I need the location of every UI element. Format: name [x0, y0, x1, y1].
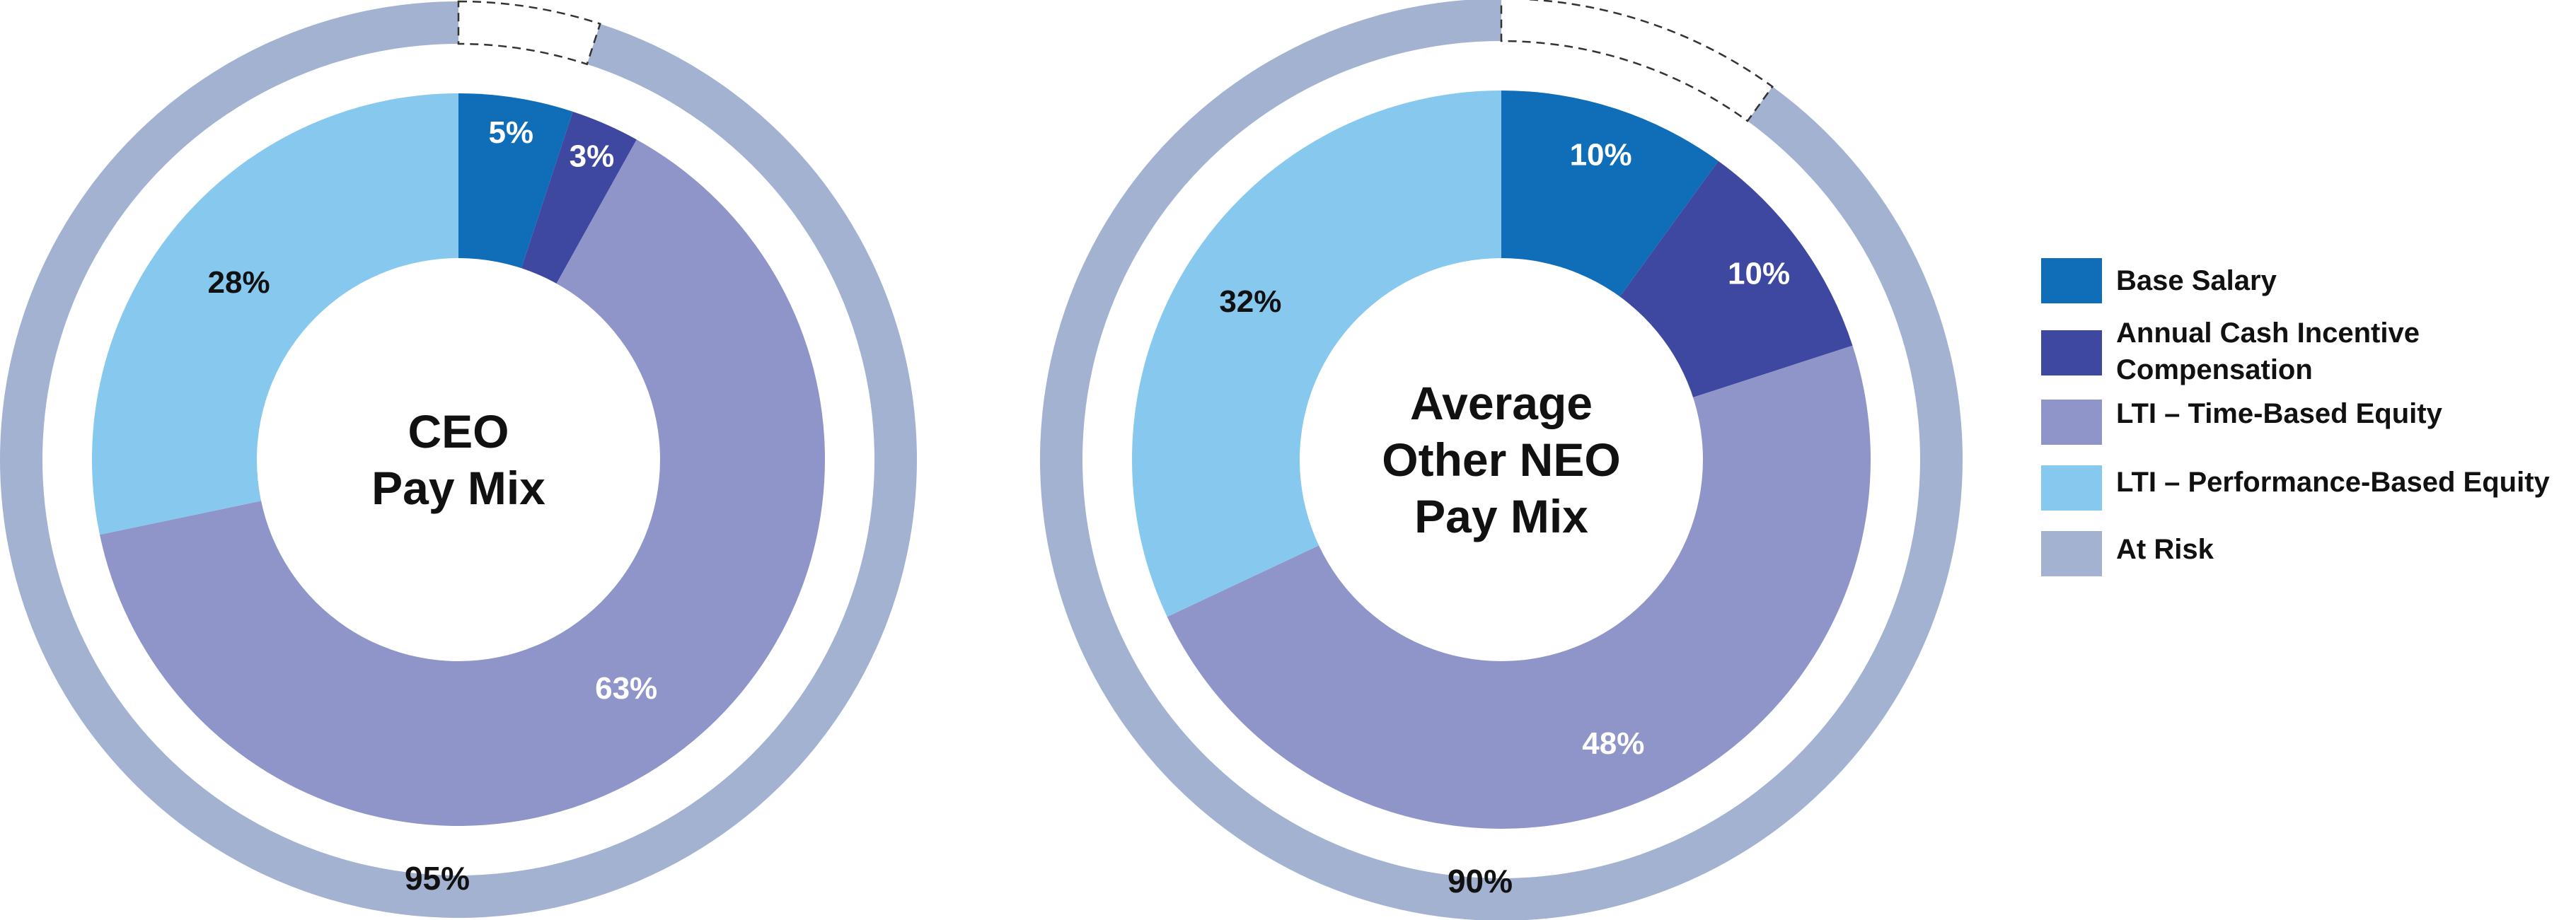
- slice-label-annual-cash-incentive-compensation: 10%: [1728, 256, 1790, 291]
- legend-item-base-salary: Base Salary: [2041, 251, 2565, 315]
- not-at-risk-outline: [457, 0, 601, 66]
- slice-label-lti-performance-based-equity: 28%: [208, 265, 270, 300]
- legend-swatch-base-salary: [2041, 258, 2102, 303]
- at-risk-label: 95%: [405, 860, 470, 897]
- legend-swatch-annual-cash: [2041, 330, 2102, 375]
- donut-title: Average Other NEO Pay Mix: [1382, 377, 1620, 542]
- pay-mix-donut-1: 5% 3% 63% 28% CEO Pay Mix 95%: [0, 0, 918, 919]
- legend-label-at-risk: At Risk: [2116, 534, 2214, 565]
- legend-swatch-at-risk: [2041, 531, 2102, 576]
- slice-label-lti-time-based-equity: 63%: [595, 671, 657, 706]
- slice-label-lti-performance-based-equity: 32%: [1219, 284, 1281, 319]
- legend-label-lti-time: LTI – Time-Based Equity: [2116, 398, 2442, 429]
- donut-title-line: Average: [1410, 377, 1593, 429]
- legend-item-lti-time: LTI – Time-Based Equity: [2041, 392, 2565, 460]
- donut-title: CEO Pay Mix: [371, 405, 545, 514]
- slice-label-base-salary: 10%: [1570, 137, 1632, 172]
- legend-swatch-lti-time: [2041, 400, 2102, 445]
- donut-title-line: Other NEO: [1382, 433, 1620, 486]
- legend-label-base-salary: Base Salary: [2116, 265, 2277, 296]
- legend: Base Salary Annual Cash Incentive Compen…: [2041, 251, 2565, 590]
- donut-title-line: Pay Mix: [371, 462, 545, 514]
- legend-item-annual-cash: Annual Cash Incentive Compensation: [2041, 315, 2565, 392]
- slice-label-lti-time-based-equity: 48%: [1582, 726, 1644, 761]
- legend-item-at-risk: At Risk: [2041, 527, 2565, 590]
- donut-hole: [1300, 258, 1703, 661]
- slice-label-annual-cash-incentive-compensation: 3%: [570, 139, 615, 173]
- pay-mix-donut-2: 10% 10% 48% 32% Average Other NEO Pay Mix 90%: [1040, 0, 1963, 920]
- donut-title-line: CEO: [408, 405, 509, 458]
- slice-label-base-salary: 5%: [488, 115, 533, 150]
- legend-item-lti-perf: LTI – Performance-Based Equity: [2041, 460, 2565, 527]
- legend-swatch-lti-perf: [2041, 465, 2102, 511]
- legend-label-lti-perf: LTI – Performance-Based Equity: [2116, 467, 2550, 498]
- donut-hole: [257, 258, 660, 661]
- donut-title-line: Pay Mix: [1414, 490, 1588, 542]
- legend-label-annual-cash: Annual Cash Incentive Compensation: [2116, 318, 2420, 385]
- at-risk-label: 90%: [1448, 863, 1513, 899]
